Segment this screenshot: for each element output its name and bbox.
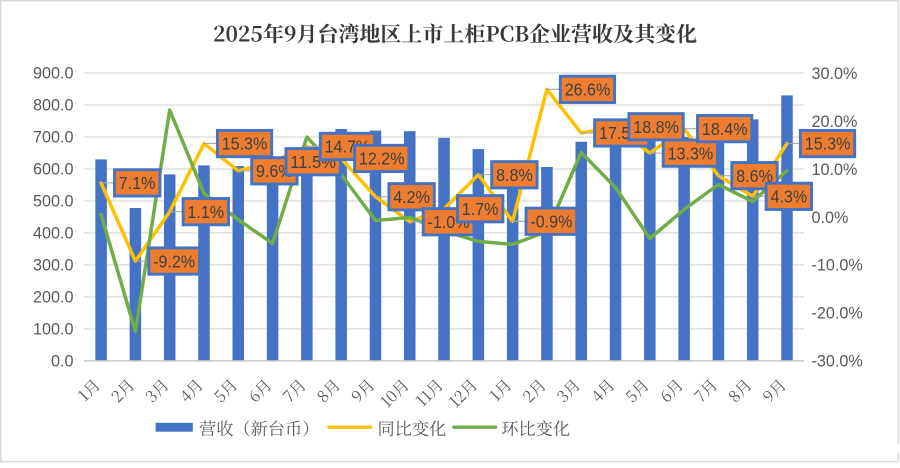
- svg-text:10.0%: 10.0%: [812, 161, 858, 179]
- svg-text:18.8%: 18.8%: [633, 117, 679, 137]
- svg-text:1.1%: 1.1%: [187, 202, 224, 222]
- svg-text:-30.0%: -30.0%: [812, 353, 863, 371]
- svg-text:500.0: 500.0: [33, 193, 74, 211]
- svg-text:400.0: 400.0: [33, 225, 74, 243]
- svg-text:-9.2%: -9.2%: [153, 251, 195, 271]
- svg-text:8.8%: 8.8%: [496, 165, 533, 185]
- svg-text:20.0%: 20.0%: [812, 113, 858, 131]
- svg-text:-0.9%: -0.9%: [530, 212, 572, 232]
- svg-text:0.0%: 0.0%: [812, 209, 849, 227]
- svg-text:26.6%: 26.6%: [565, 80, 611, 100]
- svg-text:-10.0%: -10.0%: [812, 257, 863, 275]
- svg-text:600.0: 600.0: [33, 161, 74, 179]
- svg-text:7.1%: 7.1%: [119, 173, 156, 193]
- svg-text:4.2%: 4.2%: [393, 187, 430, 207]
- svg-text:30.0%: 30.0%: [812, 65, 858, 83]
- svg-text:900.0: 900.0: [33, 65, 74, 83]
- svg-text:200.0: 200.0: [33, 289, 74, 307]
- svg-text:-20.0%: -20.0%: [812, 305, 863, 323]
- svg-text:300.0: 300.0: [33, 257, 74, 275]
- svg-text:0.0: 0.0: [51, 353, 74, 371]
- svg-text:100.0: 100.0: [33, 321, 74, 339]
- svg-text:15.3%: 15.3%: [805, 134, 851, 154]
- svg-text:18.4%: 18.4%: [702, 119, 748, 139]
- svg-text:15.3%: 15.3%: [222, 134, 268, 154]
- svg-text:800.0: 800.0: [33, 97, 74, 115]
- svg-text:1.7%: 1.7%: [462, 199, 499, 219]
- svg-text:4.3%: 4.3%: [771, 187, 808, 207]
- svg-text:13.3%: 13.3%: [668, 143, 714, 163]
- svg-text:12.2%: 12.2%: [359, 149, 405, 169]
- svg-text:700.0: 700.0: [33, 129, 74, 147]
